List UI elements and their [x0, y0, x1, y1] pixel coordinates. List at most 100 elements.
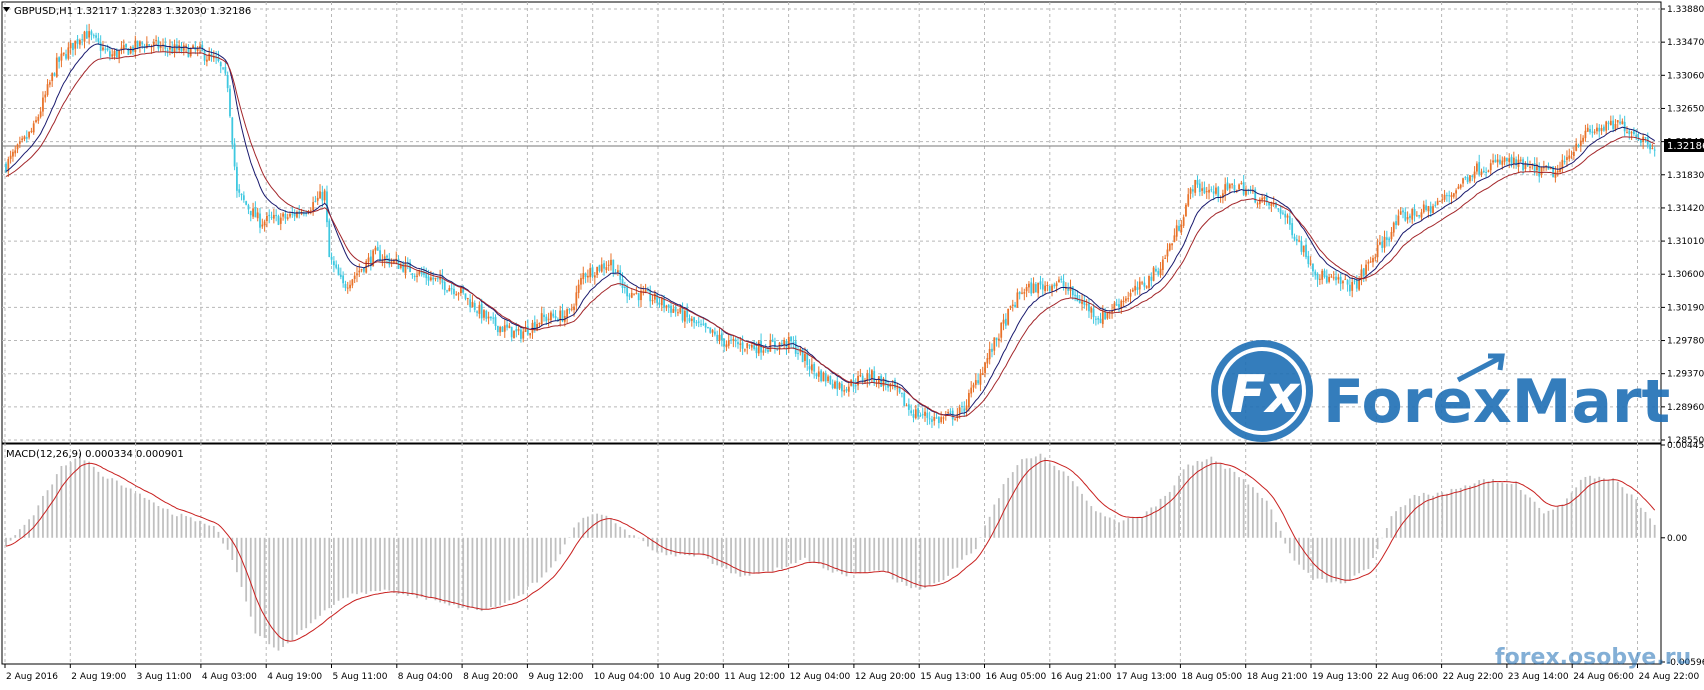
candle-body [623, 286, 626, 288]
candle-body [1178, 225, 1180, 231]
candle-body [1390, 231, 1393, 240]
candle-body [679, 307, 682, 313]
candle-body [187, 46, 190, 58]
macd-histogram-bar [1044, 457, 1046, 538]
x-tick-label: 16 Aug 21:00 [1051, 672, 1112, 682]
x-tick-label: 8 Aug 20:00 [463, 672, 518, 682]
candle-body [1501, 160, 1504, 165]
site-watermark: forex.osobye.ru [1495, 645, 1691, 670]
candle-body [1048, 286, 1051, 291]
macd-histogram-bar [346, 537, 349, 598]
candle-body [619, 270, 622, 280]
candle-body [1074, 294, 1077, 296]
candle-body [1166, 249, 1169, 257]
candle-body [1182, 217, 1185, 226]
candle-body [503, 325, 506, 332]
candle-body [1621, 121, 1624, 125]
macd-histogram-bar [272, 537, 275, 648]
macd-histogram-bar [189, 517, 192, 538]
macd-histogram-bar [517, 537, 520, 596]
candle-body [543, 314, 545, 318]
candle-body [1286, 215, 1289, 218]
macd-histogram-bar [1367, 537, 1370, 569]
candle-body [1265, 196, 1268, 203]
candle-body [367, 257, 370, 262]
triangle-down-icon[interactable] [3, 7, 10, 12]
candle-body [981, 373, 984, 376]
candle-body [1353, 280, 1356, 282]
candle-body [988, 348, 991, 360]
macd-histogram-bar [1159, 498, 1162, 538]
candle-body [369, 256, 372, 265]
macd-histogram-bar [1048, 463, 1051, 538]
macd-histogram-bar [711, 537, 714, 564]
macd-histogram-bar [1302, 537, 1305, 570]
macd-histogram-bar [628, 534, 631, 538]
ma-slow-line [5, 51, 1655, 418]
candle-body [612, 259, 615, 274]
candle-body [429, 277, 432, 281]
candle-body [356, 273, 358, 276]
macd-histogram-bar [868, 537, 871, 572]
candle-body [1217, 187, 1220, 198]
candle-body [1312, 263, 1314, 272]
candle-body [1175, 225, 1178, 237]
macd-histogram-bar [1122, 520, 1125, 538]
candle-body [688, 318, 691, 322]
candle-body [462, 288, 465, 293]
candle-body [965, 405, 968, 411]
candle-body [1240, 182, 1243, 184]
macd-histogram-bar [1399, 506, 1402, 538]
macd-histogram-bar [208, 525, 211, 538]
candle-body [972, 384, 975, 388]
x-tick-label: 3 Aug 11:00 [137, 672, 192, 682]
candle-body [1288, 216, 1291, 225]
candle-body [1330, 276, 1333, 278]
candle-body [762, 350, 765, 353]
candle-body [1046, 285, 1049, 287]
macd-histogram-bar [1053, 465, 1056, 538]
candle-body [7, 159, 10, 172]
candle-body [827, 376, 829, 382]
candle-body [261, 224, 264, 227]
macd-histogram-bar [799, 537, 802, 560]
candle-body [1499, 159, 1501, 164]
candle-body [448, 288, 451, 292]
macd-histogram-bar [1145, 511, 1148, 538]
candle-body [1275, 202, 1277, 207]
candle-body [328, 220, 331, 258]
candle-body [998, 338, 1000, 341]
candle-body [713, 331, 716, 335]
macd-histogram-bar [1205, 459, 1208, 538]
macd-histogram-bar [383, 537, 386, 590]
candle-body [443, 281, 446, 291]
candle-body [1487, 170, 1490, 172]
price-panel[interactable] [5, 23, 1656, 429]
candle-body [1291, 223, 1294, 236]
candle-body [1076, 294, 1079, 302]
candle-body [937, 417, 940, 424]
macd-histogram-bar [1016, 465, 1019, 538]
candle-body [83, 31, 86, 42]
candle-body [887, 383, 889, 388]
candle-body [335, 264, 338, 268]
macd-histogram-bar [1090, 506, 1093, 538]
candle-body [905, 405, 908, 407]
macd-histogram-bar [263, 537, 266, 638]
candle-body [536, 323, 538, 331]
candle-body [1221, 193, 1224, 198]
candle-body [125, 43, 127, 48]
macd-histogram-bar [143, 497, 146, 538]
x-tick-label: 8 Aug 04:00 [398, 672, 453, 682]
macd-histogram-bar [1515, 481, 1518, 538]
candle-body [522, 331, 525, 339]
candle-body [1152, 267, 1155, 281]
macd-histogram-bar [291, 537, 294, 641]
y-tick-label: 1.33060 [1667, 71, 1704, 81]
candle-body [600, 264, 603, 272]
macd-panel[interactable] [5, 453, 1656, 651]
candle-body [834, 381, 836, 389]
macd-histogram-bar [771, 537, 774, 572]
candle-body [316, 197, 319, 201]
